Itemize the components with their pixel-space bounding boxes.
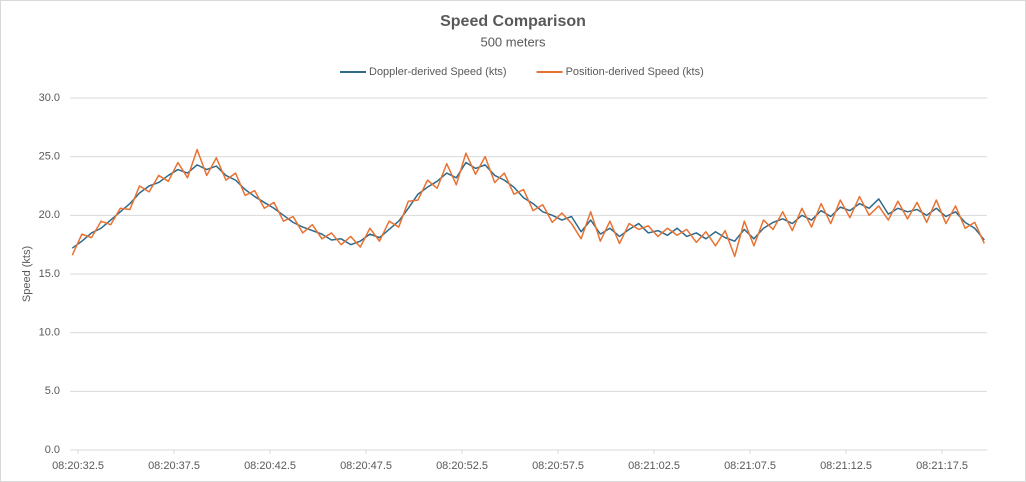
x-tick-label: 08:20:37.5 [148, 460, 200, 472]
chart-title: Speed Comparison [440, 13, 586, 30]
x-tick-label: 08:20:57.5 [532, 460, 584, 472]
series-line [71, 148, 985, 258]
y-tick-label: 25.0 [39, 151, 60, 163]
y-axis-title: Speed (kts) [21, 246, 33, 302]
x-tick-label: 08:21:07.5 [724, 460, 776, 472]
y-tick-label: 0.0 [45, 444, 60, 456]
x-tick-label: 08:21:12.5 [820, 460, 872, 472]
x-tick-label: 08:20:32.5 [52, 460, 104, 472]
y-tick-label: 5.0 [45, 385, 60, 397]
y-tick-label: 30.0 [39, 92, 60, 104]
legend-label: Doppler-derived Speed (kts) [369, 66, 507, 78]
x-tick-label: 08:20:52.5 [436, 460, 488, 472]
x-tick-label: 08:21:02.5 [628, 460, 680, 472]
y-tick-label: 10.0 [39, 327, 60, 339]
legend-label: Position-derived Speed (kts) [566, 66, 704, 78]
x-tick-label: 08:21:17.5 [916, 460, 968, 472]
y-tick-label: 15.0 [39, 268, 60, 280]
y-tick-label: 20.0 [39, 209, 60, 221]
x-tick-label: 08:20:42.5 [244, 460, 296, 472]
chart-subtitle: 500 meters [480, 34, 546, 49]
x-tick-label: 08:20:47.5 [340, 460, 392, 472]
